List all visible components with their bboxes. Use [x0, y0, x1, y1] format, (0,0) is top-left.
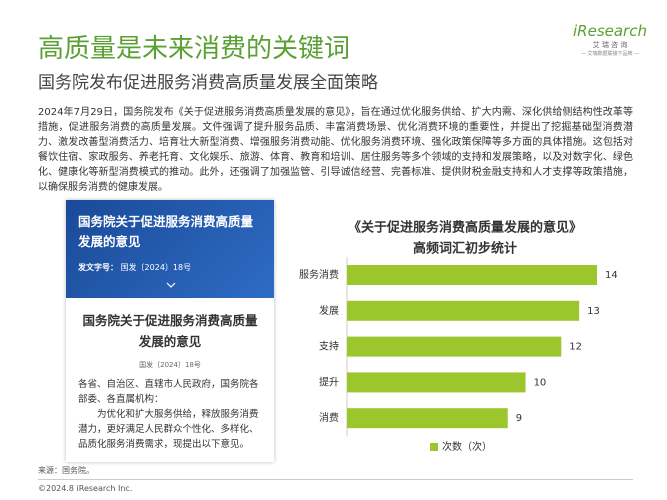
legend-swatch [430, 443, 438, 451]
legend-label: 次数（次） [442, 440, 492, 453]
chart-subtitle: 高频词汇初步统计 [413, 241, 517, 257]
chart-title: 《关于促进服务消费高质量发展的意见》 [348, 220, 582, 236]
banner-title: 国务院关于促进服务消费高质量发展的意见 [78, 214, 254, 249]
body-text: 2024年7月29日，国务院发布《关于促进服务消费高质量发展的意见》，旨在通过优… [38, 107, 633, 193]
chevron [166, 282, 176, 288]
source: 来源：国务院。 [38, 466, 94, 475]
doc-number: 国发〔2024〕18号 [120, 263, 192, 272]
value-label: 13 [587, 306, 600, 317]
doc-number-small: 国发〔2024〕18号 [139, 361, 201, 369]
category-label: 发展 [319, 304, 339, 317]
doc-title: 国务院关于促进服务消费高质量发展的意见 [82, 313, 258, 349]
bar [347, 265, 597, 285]
card-body: 国务院关于促进服务消费高质量发展的意见 国发〔2024〕18号 各省、自治区、直… [66, 298, 274, 452]
category-label: 支持 [319, 340, 339, 353]
document-card: 国务院关于促进服务消费高质量发展的意见 发文字号： 国发〔2024〕18号 国务… [66, 200, 274, 462]
value-label: 9 [516, 413, 522, 424]
logo-text: iResearch [573, 22, 647, 40]
doc-number-label: 发文字号： [78, 263, 118, 272]
page-subtitle: 国务院发布促进服务消费高质量发展全面策略 [38, 73, 378, 93]
copyright: ©2024.8 iResearch Inc. [38, 484, 133, 493]
bar [347, 372, 526, 393]
value-label: 14 [605, 270, 618, 281]
footer-rule [38, 479, 633, 480]
bar [347, 408, 508, 429]
logo-tagline: — 艾瑞数据联接下品牌 — [580, 51, 640, 57]
bar [347, 300, 580, 321]
card-banner: 国务院关于促进服务消费高质量发展的意见 发文字号： 国发〔2024〕18号 [66, 200, 274, 298]
category-label: 服务消费 [299, 268, 339, 281]
chart: 《关于促进服务消费高质量发展的意见》 高频词汇初步统计 服务消费 14 发展 13 支持… [299, 220, 618, 454]
value-label: 10 [534, 377, 547, 388]
logo-cn: 艾 瑞 咨 询 [592, 41, 628, 49]
category-label: 消费 [319, 411, 339, 424]
value-label: 12 [569, 342, 582, 353]
bar [347, 336, 562, 357]
doc-text: 为优化和扩大服务供给，释放服务消费潜力，更好满足人民群众个性化、多样化、品质化服… [78, 409, 259, 450]
doc-greeting: 各省、自治区、直辖市人民政府，国务院各部委、各直属机构： [78, 379, 259, 405]
category-label: 提升 [319, 376, 339, 388]
logo: iResearch 艾 瑞 咨 询 — 艾瑞数据联接下品牌 — [570, 22, 650, 57]
page-title: 高质量是未来消费的关键词 [38, 34, 351, 64]
doc-number-row: 发文字号： 国发〔2024〕18号 [78, 262, 262, 273]
